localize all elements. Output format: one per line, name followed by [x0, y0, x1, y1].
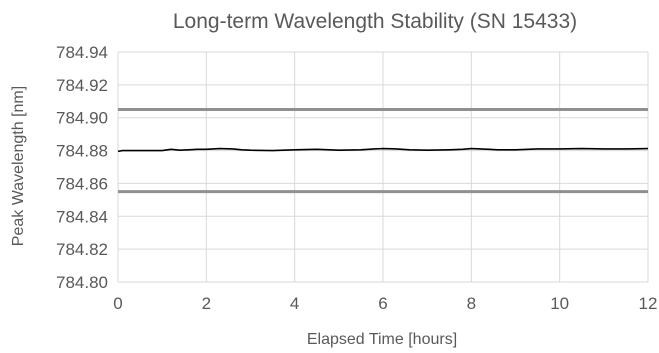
limit-lines	[118, 108, 648, 194]
y-tick-label: 784.84	[56, 207, 108, 226]
y-axis-label: Peak Wavelength [nm]	[10, 86, 27, 246]
y-tick-label: 784.88	[56, 142, 108, 161]
y-tick-label: 784.86	[56, 174, 108, 193]
x-tick-label: 4	[290, 294, 299, 313]
y-tick-label: 784.90	[56, 109, 108, 128]
x-tick-label: 2	[202, 294, 211, 313]
y-tick-label: 784.82	[56, 240, 108, 259]
x-tick-label: 8	[467, 294, 476, 313]
series-line	[117, 147, 649, 153]
x-tick-label: 0	[113, 294, 122, 313]
x-tick-label: 10	[550, 294, 569, 313]
grid	[117, 51, 649, 283]
x-tick-label: 12	[639, 294, 658, 313]
series	[117, 147, 649, 153]
tick-labels: 0 2 4 6 8 10 12 784.80 784.82 784.84 784.86 784.88 7…	[56, 43, 657, 313]
x-tick-label: 6	[378, 294, 387, 313]
chart-title: Long-term Wavelength Stability (SN 15433…	[173, 10, 577, 33]
y-tick-label: 784.94	[56, 43, 108, 62]
x-axis-label: Elapsed Time [hours]	[307, 331, 457, 348]
y-tick-label: 784.80	[56, 273, 108, 292]
y-tick-label: 784.92	[56, 76, 108, 95]
